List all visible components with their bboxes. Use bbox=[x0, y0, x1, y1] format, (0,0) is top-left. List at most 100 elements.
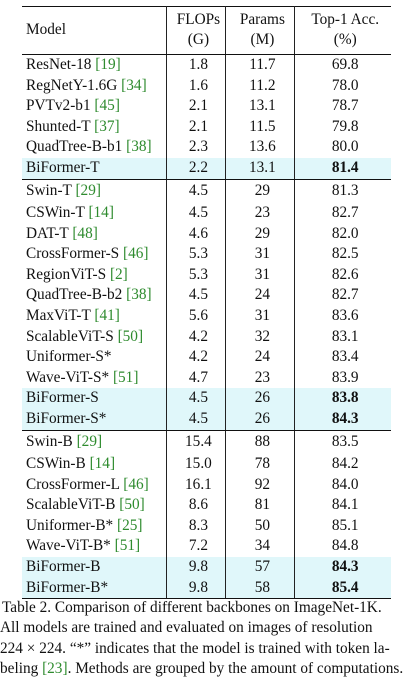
cell-params: 58 bbox=[225, 577, 296, 600]
table-row: ScalableViT-B [50] 8.6 81 84.1 bbox=[22, 495, 391, 516]
cell-params: 32 bbox=[225, 326, 296, 348]
citation-link[interactable]: [25] bbox=[117, 516, 143, 534]
model-name: Uniformer-B* bbox=[26, 516, 114, 534]
model-name: ScalableViT-S bbox=[26, 327, 114, 345]
caption-line-4-start: beling bbox=[0, 660, 43, 678]
table-row: MaxViT-T [41] 5.6 31 83.6 bbox=[22, 306, 391, 327]
cell-flops: 4.5 bbox=[166, 388, 227, 409]
cell-accuracy: 84.3 bbox=[294, 557, 391, 578]
citation-link[interactable]: [50] bbox=[119, 496, 145, 514]
cell-flops: 5.3 bbox=[166, 244, 227, 265]
comparison-table-container: Model FLOPs (G) Params (M) Top-1 Acc. (%… bbox=[22, 6, 391, 600]
cell-flops: 15.4 bbox=[166, 430, 227, 455]
cell-flops: 16.1 bbox=[166, 474, 227, 496]
citation-link[interactable]: [19] bbox=[95, 56, 121, 73]
citation-link[interactable]: [51] bbox=[112, 368, 139, 386]
citation-link[interactable]: [46] bbox=[123, 475, 149, 493]
cell-accuracy: 84.3 bbox=[294, 409, 391, 431]
model-name: RegionViT-S bbox=[26, 265, 107, 283]
cell-params: 11.7 bbox=[225, 54, 296, 76]
model-name: Uniformer-S* bbox=[26, 348, 112, 366]
cell-accuracy: 82.7 bbox=[331, 286, 359, 304]
cell-params: 11.5 bbox=[225, 116, 296, 138]
citation-link[interactable]: [45] bbox=[94, 97, 120, 115]
caption-citation-link[interactable]: [23] bbox=[42, 660, 68, 678]
cell-model: Shunted-T [37] bbox=[22, 116, 168, 138]
table-row-highlighted: BiFormer-S 4.5 26 83.8 bbox=[22, 388, 391, 409]
table-row: DAT-T [48] 4.6 29 82.0 bbox=[22, 223, 391, 245]
model-group-1: ResNet-18 [19] 1.8 11.7 69.8 RegNetY-1.6G [3… bbox=[22, 54, 391, 180]
citation-link[interactable]: [46] bbox=[123, 245, 149, 263]
cell-model: BiFormer-B bbox=[22, 557, 168, 578]
cell-flops: 1.8 bbox=[166, 54, 227, 76]
cell-params: 26 bbox=[225, 409, 296, 431]
cell-accuracy: 83.6 bbox=[331, 307, 359, 325]
cell-flops: 8.3 bbox=[166, 515, 227, 537]
cell-model: RegionViT-S [2] bbox=[22, 264, 168, 286]
citation-link[interactable]: [29] bbox=[76, 433, 103, 451]
table-row: Uniformer-B* [25] 8.3 50 85.1 bbox=[22, 515, 391, 537]
cell-model: Wave-ViT-B* [51] bbox=[22, 536, 168, 558]
cell-accuracy: 81.4 bbox=[294, 157, 391, 180]
citation-link[interactable]: [37] bbox=[94, 117, 120, 135]
model-name: CrossFormer-S bbox=[26, 245, 120, 263]
caption-line-1: Table 2. Comparison of different backbon… bbox=[2, 599, 382, 616]
model-group-2: Swin-T [29] 4.5 29 81.3 CSWin-T [14] 4.5 23 82.… bbox=[22, 179, 391, 431]
cell-accuracy: 83.4 bbox=[331, 348, 359, 366]
model-group-3: Swin-B [29] 15.4 88 83.5 CSWin-B [14] 15.0 78 8… bbox=[22, 430, 391, 600]
model-name: MaxViT-T bbox=[26, 307, 91, 325]
cell-params: 13.1 bbox=[225, 96, 296, 117]
header-accuracy-label: Top-1 Acc. bbox=[311, 11, 380, 28]
cell-params: 81 bbox=[225, 495, 296, 516]
cell-flops: 4.2 bbox=[166, 347, 227, 368]
model-name: ScalableViT-B bbox=[26, 496, 116, 514]
caption-line-2: All models are trained and evaluated on … bbox=[0, 619, 373, 637]
model-name: Shunted-T bbox=[26, 117, 91, 135]
citation-link[interactable]: [38] bbox=[126, 138, 152, 156]
model-name: Wave-ViT-B* bbox=[26, 537, 111, 555]
citation-link[interactable]: [29] bbox=[75, 182, 101, 200]
table-row: Wave-ViT-S* [51] 4.7 23 83.9 bbox=[22, 367, 391, 389]
cell-model: Uniformer-S* bbox=[22, 347, 168, 368]
cell-flops: 4.7 bbox=[166, 367, 227, 389]
cell-flops: 5.6 bbox=[166, 306, 227, 327]
cell-flops: 9.8 bbox=[166, 577, 227, 600]
cell-accuracy: 80.0 bbox=[331, 138, 359, 156]
cell-model: CSWin-B [14] bbox=[22, 454, 168, 475]
cell-model: RegNetY-1.6G [34] bbox=[22, 75, 168, 97]
cell-flops: 4.5 bbox=[166, 203, 227, 224]
citation-link[interactable]: [2] bbox=[109, 265, 128, 283]
citation-link[interactable]: [38] bbox=[126, 286, 152, 304]
caption-line-4-end: . Methods are grouped by the amount of c… bbox=[67, 660, 404, 678]
cell-params: 31 bbox=[225, 306, 296, 327]
cell-model: CrossFormer-L [46] bbox=[22, 474, 168, 496]
citation-link[interactable]: [14] bbox=[89, 455, 116, 473]
cell-accuracy: 69.8 bbox=[331, 56, 359, 73]
cell-params: 31 bbox=[225, 264, 296, 286]
caption-line-4: beling [23]. Methods are grouped by the … bbox=[0, 659, 411, 679]
citation-link[interactable]: [50] bbox=[117, 327, 144, 345]
citation-link[interactable]: [14] bbox=[88, 204, 114, 222]
cell-flops: 8.6 bbox=[166, 495, 227, 516]
model-name: CSWin-B bbox=[26, 455, 86, 473]
header-model: Model bbox=[22, 6, 168, 55]
cell-flops: 4.2 bbox=[166, 326, 227, 348]
table-row: QuadTree-B-b2 [38] 4.5 24 82.7 bbox=[22, 285, 391, 307]
citation-link[interactable]: [41] bbox=[94, 307, 120, 325]
cell-accuracy: 82.5 bbox=[331, 245, 359, 263]
cell-flops: 2.2 bbox=[166, 157, 227, 180]
cell-accuracy: 83.5 bbox=[331, 433, 359, 451]
cell-model: Swin-T [29] bbox=[22, 179, 168, 204]
table-caption: Table 2. Comparison of different backbon… bbox=[0, 598, 411, 680]
cell-params: 78 bbox=[225, 454, 296, 475]
header-row: Model FLOPs (G) Params (M) Top-1 Acc. (%… bbox=[22, 6, 391, 55]
citation-link[interactable]: [51] bbox=[114, 537, 141, 555]
citation-link[interactable]: [34] bbox=[121, 76, 147, 94]
table-row: RegionViT-S [2] 5.3 31 82.6 bbox=[22, 264, 391, 286]
table-row-highlighted: BiFormer-S* 4.5 26 84.3 bbox=[22, 409, 391, 431]
cell-model: DAT-T [48] bbox=[22, 223, 168, 245]
header-flops-label: FLOPs bbox=[176, 11, 221, 28]
cell-model: Swin-B [29] bbox=[22, 430, 168, 455]
header-accuracy: Top-1 Acc. (%) bbox=[294, 6, 391, 55]
citation-link[interactable]: [48] bbox=[72, 224, 98, 242]
